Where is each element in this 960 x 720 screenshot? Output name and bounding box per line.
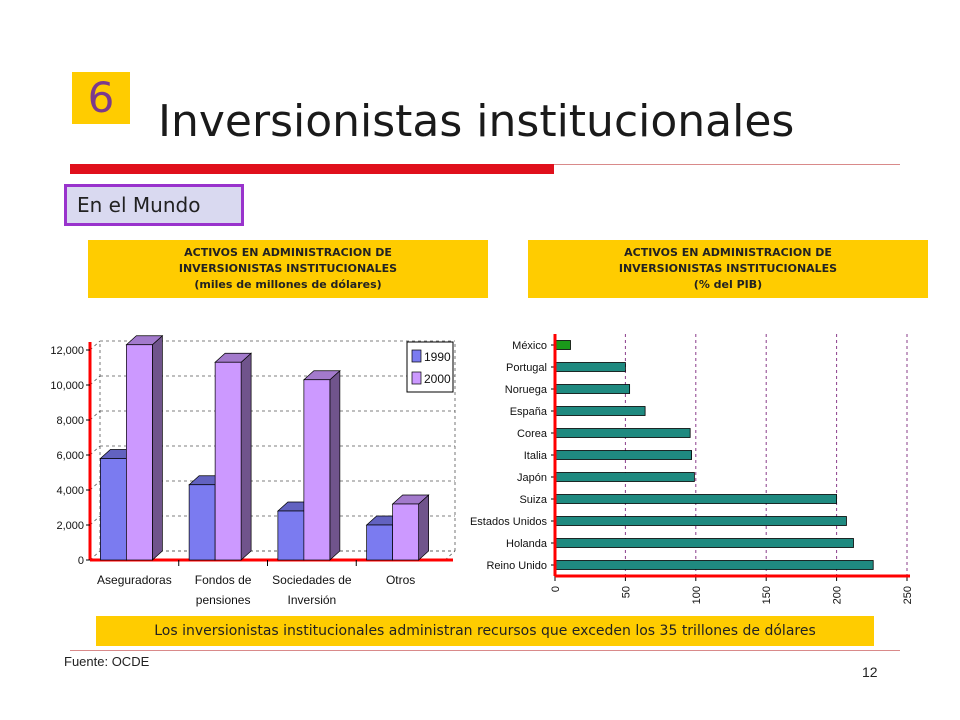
x-tick-label: pensiones xyxy=(196,593,251,607)
legend-swatch xyxy=(411,371,422,385)
footer-rule xyxy=(70,650,900,651)
y-category-label: Holanda xyxy=(506,538,548,550)
bar-side xyxy=(418,494,429,561)
right-chart-header: ACTIVOS EN ADMINISTRACION DE INVERSIONIS… xyxy=(528,240,928,298)
left-chart-header-line: ACTIVOS EN ADMINISTRACION DE xyxy=(184,246,392,259)
bar xyxy=(554,340,571,350)
gridline xyxy=(89,480,101,491)
page-number: 12 xyxy=(862,664,878,680)
y-category-label: Noruega xyxy=(505,384,548,396)
bar xyxy=(554,516,847,526)
left-chart-header: ACTIVOS EN ADMINISTRACION DE INVERSIONIS… xyxy=(88,240,488,298)
y-category-label: Italia xyxy=(524,450,548,462)
bar-2000 xyxy=(391,494,430,561)
bar-2000 xyxy=(125,334,164,561)
x-tick-label: 250 xyxy=(902,586,914,604)
assets-usd-bar-chart: 0 2,000 4,000 6,000 8,000 10,000 12,000 Asegura… xyxy=(50,334,456,607)
y-tick-label: 2,000 xyxy=(56,520,84,532)
bar-front xyxy=(366,524,393,561)
bar-front xyxy=(126,344,153,561)
bar xyxy=(554,428,691,438)
bar-front xyxy=(100,458,127,561)
y-category-label: México xyxy=(512,340,547,352)
bar-front xyxy=(277,510,305,561)
gridline xyxy=(89,340,101,351)
y-category-label: Japón xyxy=(517,472,547,484)
y-tick-label: 4,000 xyxy=(56,485,84,497)
x-tick-label: Aseguradoras xyxy=(97,573,172,587)
y-category-label: Suiza xyxy=(519,494,547,506)
legend-swatch xyxy=(411,349,422,363)
x-tick-label: 50 xyxy=(620,586,632,598)
x-tick-label: Sociedades de xyxy=(272,573,352,587)
legend-label: 1990 xyxy=(424,350,451,364)
assets-gdp-bar-chart: 0 50 100 150 200 250 México Portugal Noruega Espa… xyxy=(470,334,914,604)
bar-2000 xyxy=(214,352,253,561)
x-tick-label: 150 xyxy=(761,586,773,604)
y-tick-label: 8,000 xyxy=(56,415,84,427)
bar xyxy=(554,450,692,460)
source-note: Fuente: OCDE xyxy=(64,654,150,669)
bar xyxy=(554,494,838,504)
y-tick-label: 10,000 xyxy=(50,380,84,392)
bar-side xyxy=(329,369,341,561)
y-category-label: Corea xyxy=(517,428,548,440)
legend-label: 2000 xyxy=(424,372,451,386)
y-category-label: Estados Unidos xyxy=(470,516,547,528)
bar xyxy=(554,472,695,482)
slide-number-badge: 6 xyxy=(72,72,130,124)
x-tick-label: 0 xyxy=(550,586,562,592)
x-tick-label: 200 xyxy=(832,586,844,604)
bar xyxy=(554,362,626,372)
x-tick-label: Fondos de xyxy=(195,573,252,587)
gridline xyxy=(89,375,101,386)
left-chart-header-line: (miles de millones de dólares) xyxy=(194,278,382,291)
y-category-label: Portugal xyxy=(506,362,547,374)
gridline xyxy=(89,515,101,526)
y-tick-label: 12,000 xyxy=(50,345,84,357)
page-title: Inversionistas institucionales xyxy=(158,96,795,147)
bar xyxy=(554,538,854,548)
bar xyxy=(554,560,874,570)
bar xyxy=(554,384,631,394)
gridline xyxy=(89,445,101,456)
bar-front xyxy=(392,503,419,561)
right-chart-header-line: INVERSIONISTAS INSTITUCIONALES xyxy=(618,262,838,275)
bar-front xyxy=(214,361,242,561)
section-subtitle: En el Mundo xyxy=(64,184,244,226)
bar-2000 xyxy=(302,369,341,561)
x-tick-label: Inversión xyxy=(288,593,337,607)
x-tick-label: 100 xyxy=(691,586,703,604)
right-chart-header-line: (% del PIB) xyxy=(693,278,763,291)
title-red-bar xyxy=(70,164,554,174)
right-chart-header-line: ACTIVOS EN ADMINISTRACION DE xyxy=(624,246,832,259)
conclusion-note: Los inversionistas institucionales admin… xyxy=(96,616,874,646)
gridline xyxy=(89,410,101,421)
bar xyxy=(554,406,646,416)
y-tick-label: 6,000 xyxy=(56,450,84,462)
x-tick-label: Otros xyxy=(386,573,415,587)
left-chart-header-line: INVERSIONISTAS INSTITUCIONALES xyxy=(178,262,398,275)
y-category-label: España xyxy=(510,406,548,418)
bar-front xyxy=(303,379,331,561)
bar-front xyxy=(188,484,216,561)
y-tick-label: 0 xyxy=(78,555,84,567)
bar-side xyxy=(152,334,163,561)
y-category-label: Reino Unido xyxy=(486,560,547,572)
bar-side xyxy=(240,352,252,561)
